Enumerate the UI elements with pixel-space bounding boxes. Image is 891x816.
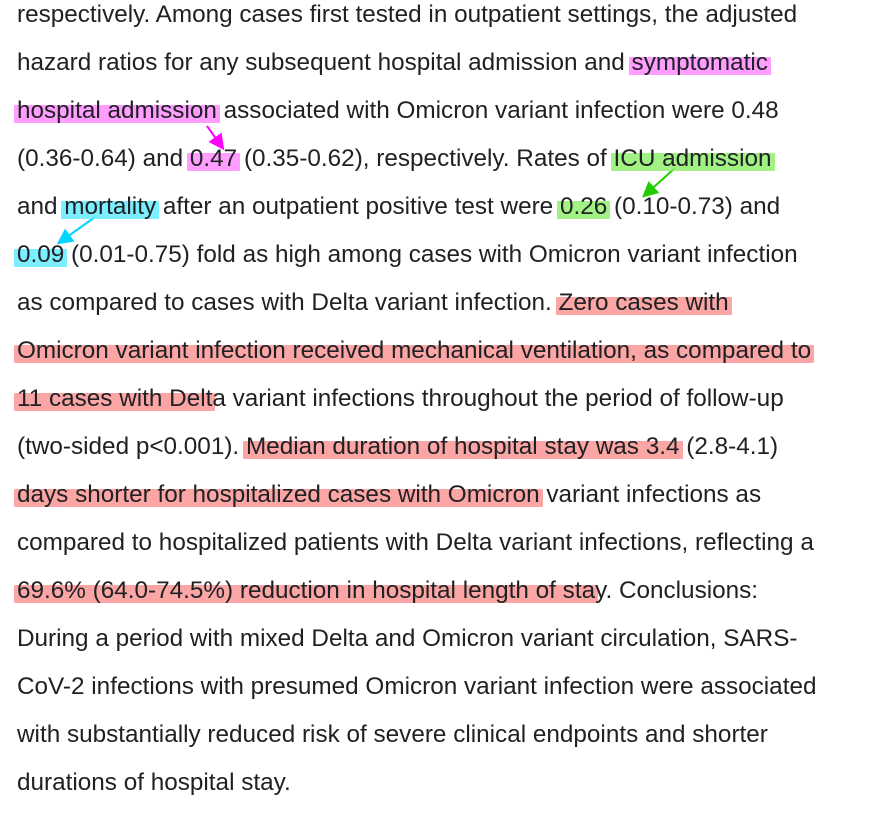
- text-line: During a period with mixed Delta and Omi…: [17, 624, 798, 672]
- text-line: 69.6% (64.0-74.5%) reduction in hospital…: [13, 576, 759, 624]
- text-run: (two-sided p<0.001).: [17, 433, 246, 460]
- text-run: (0.10-0.73) and: [607, 193, 781, 220]
- highlight-pink: hospital admission: [14, 97, 220, 124]
- highlight-red: Median duration of hospital stay was 3.4: [242, 433, 683, 460]
- text-run: During a period with mixed Delta and Omi…: [17, 625, 798, 652]
- text-run: (0.35-0.62), respectively. Rates of: [237, 145, 614, 172]
- text-run: (0.36-0.64) and: [17, 145, 190, 172]
- highlight-cyan: 0.09: [13, 241, 68, 268]
- text-line: with substantially reduced risk of sever…: [17, 720, 768, 768]
- text-line: (0.36-0.64) and 0.47 (0.35-0.62), respec…: [17, 144, 775, 192]
- text-line: as compared to cases with Delta variant …: [17, 288, 732, 336]
- text-run: variant infections as: [539, 481, 762, 508]
- text-run: with substantially reduced risk of sever…: [17, 721, 768, 748]
- highlight-red: 69.6% (64.0-74.5%) reduction in hospital…: [13, 577, 599, 604]
- text-line: compared to hospitalized patients with D…: [17, 528, 814, 576]
- text-line: respectively. Among cases first tested i…: [17, 0, 797, 48]
- highlight-red: Omicron variant infection received mecha…: [13, 337, 815, 364]
- text-line: durations of hospital stay.: [17, 768, 291, 816]
- text-run: (2.8-4.1): [679, 433, 779, 460]
- text-run: compared to hospitalized patients with D…: [17, 529, 814, 556]
- highlight-green: 0.26: [556, 193, 611, 220]
- highlight-pink: symptomatic: [628, 49, 772, 76]
- text-line: 0.09 (0.01-0.75) fold as high among case…: [13, 240, 798, 288]
- highlight-green: ICU admission: [610, 145, 775, 172]
- text-run: durations of hospital stay.: [17, 769, 291, 796]
- text-run: respectively. Among cases first tested i…: [17, 1, 798, 28]
- text-line: and mortality after an outpatient positi…: [17, 192, 780, 240]
- text-run: (0.01-0.75) fold as high among cases wit…: [64, 241, 798, 268]
- text-run: as compared to cases with Delta variant …: [17, 289, 559, 316]
- text-line: hazard ratios for any subsequent hospita…: [17, 48, 772, 96]
- highlight-cyan: mortality: [61, 193, 159, 220]
- text-run: after an outpatient positive test were: [156, 193, 560, 220]
- text-run: associated with Omicron variant infectio…: [216, 97, 779, 124]
- text-line: hospital admission associated with Omicr…: [14, 96, 779, 144]
- text-line: Omicron variant infection received mecha…: [13, 336, 815, 384]
- text-line: days shorter for hospitalized cases with…: [14, 480, 762, 528]
- text-line: (two-sided p<0.001). Median duration of …: [17, 432, 778, 480]
- highlight-red: 11 cases with Delt: [13, 385, 216, 412]
- text-run: a variant infections throughout the peri…: [212, 385, 784, 412]
- text-line: CoV-2 infections with presumed Omicron v…: [17, 672, 816, 720]
- text-run: hazard ratios for any subsequent hospita…: [17, 49, 632, 76]
- highlight-red: Zero cases with: [555, 289, 732, 316]
- text-run: and: [17, 193, 65, 220]
- text-run: y. Conclusions:: [595, 577, 759, 604]
- text-run: CoV-2 infections with presumed Omicron v…: [17, 673, 817, 700]
- highlight-pink: 0.47: [186, 145, 241, 172]
- text-line: 11 cases with Delta variant infections t…: [13, 384, 784, 432]
- highlight-red: days shorter for hospitalized cases with…: [14, 481, 543, 508]
